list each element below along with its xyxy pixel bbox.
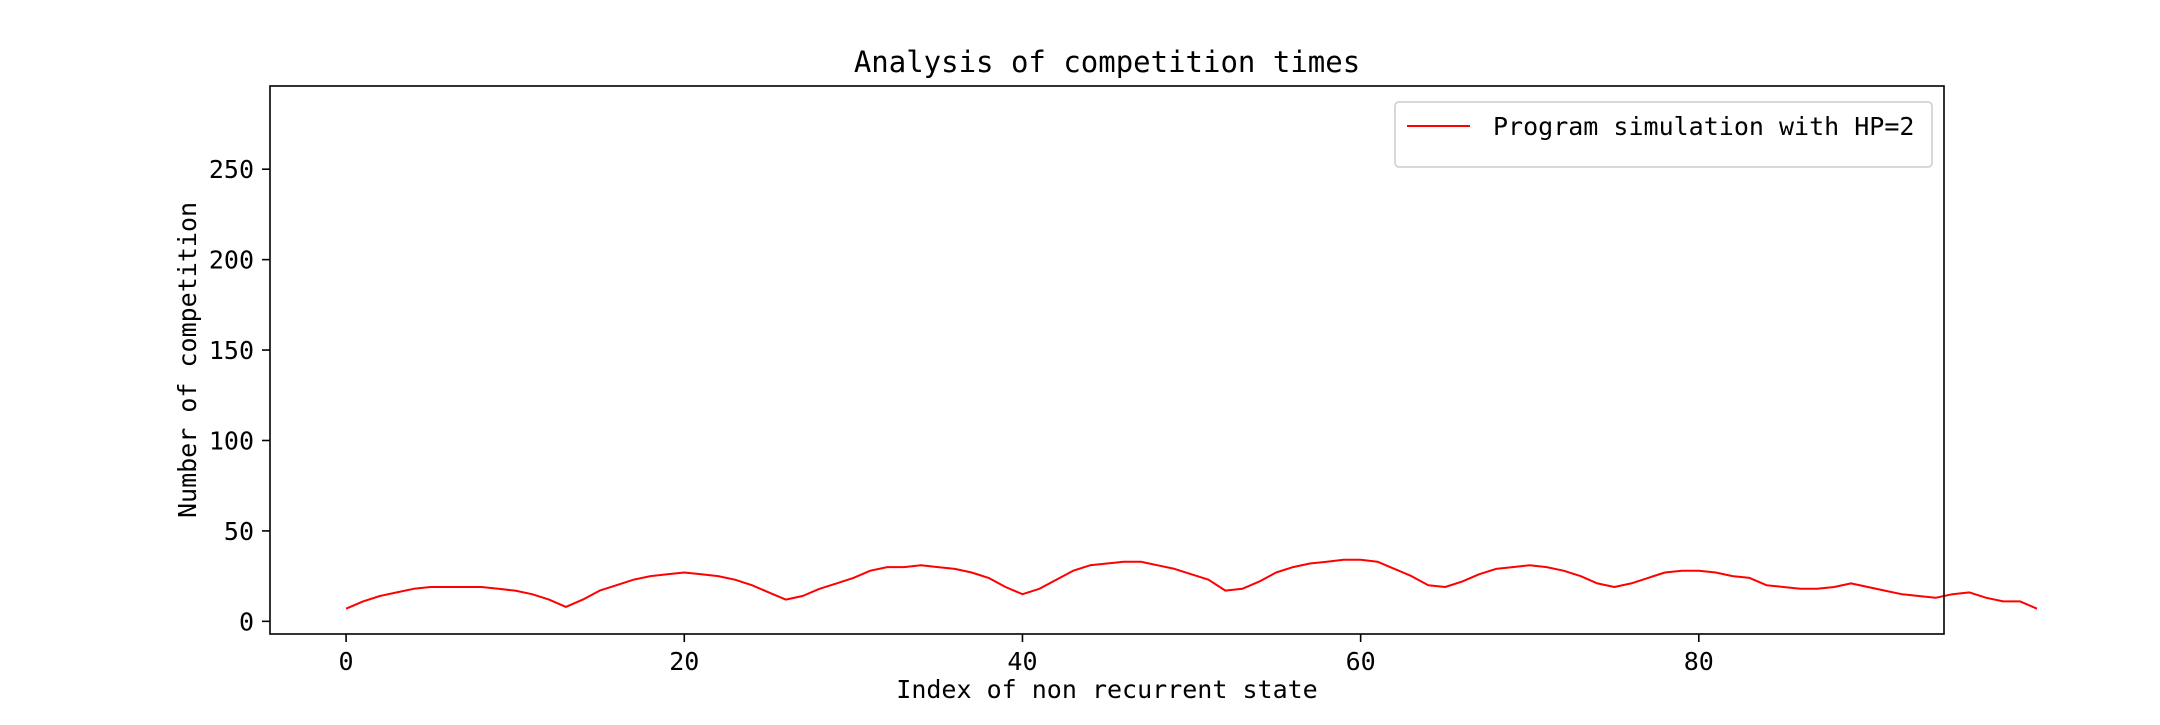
y-tick-label: 250 [209,155,254,184]
x-tick-label: 60 [1346,647,1376,676]
x-tick-label: 0 [339,647,354,676]
x-tick-label: 80 [1684,647,1714,676]
y-tick-label: 50 [224,517,254,546]
plot-area-frame [269,85,1945,635]
x-tick-label: 20 [669,647,699,676]
series-lines [345,558,2038,610]
y-tick-label: 200 [209,246,254,275]
axis-ticks: 0 20 40 60 80 0 50 100 150 200 250 [209,155,1714,676]
y-tick-label: 150 [209,336,254,365]
legend-box [1394,101,1933,168]
y-tick-label: 100 [209,426,254,455]
y-axis-label: Number of competition [173,202,202,518]
series-line [345,558,2038,610]
chart-title: Analysis of competition times [854,45,1360,79]
y-tick-label: 0 [239,607,254,636]
legend: Program simulation with HP=2 [1394,101,1933,168]
x-tick-label: 40 [1007,647,1037,676]
legend-label: Program simulation with HP=2 [1493,112,1914,141]
x-axis-label: Index of non recurrent state [896,675,1317,704]
